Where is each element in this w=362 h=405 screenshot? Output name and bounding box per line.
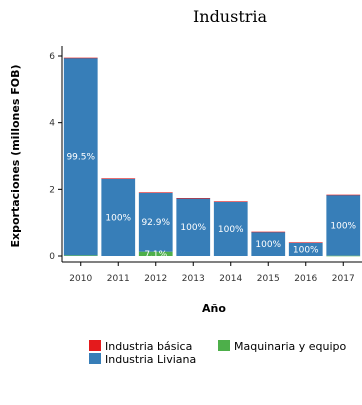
legend-label: Maquinaria y equipo bbox=[234, 340, 347, 353]
plot-area: 0 2 4 6 99.5% 2010 100% 2011 7.1% 92.9% 2012 100% 20… bbox=[49, 46, 362, 284]
bar-segment bbox=[213, 201, 248, 256]
bar-segment bbox=[251, 232, 286, 256]
bar-segment bbox=[288, 242, 323, 243]
bar-segment bbox=[63, 255, 98, 256]
legend-key bbox=[89, 353, 101, 364]
x-tick-label: 2011 bbox=[107, 274, 130, 284]
y-tick-label: 6 bbox=[49, 52, 55, 62]
x-tick-label: 2014 bbox=[219, 274, 242, 284]
bar-segment bbox=[138, 251, 173, 256]
x-axis-title: Año bbox=[202, 302, 226, 315]
bar-segment bbox=[63, 58, 98, 256]
x-tick-label: 2013 bbox=[182, 274, 205, 284]
x-tick-label: 2015 bbox=[257, 274, 280, 284]
y-tick-label: 4 bbox=[49, 119, 55, 129]
bar-segment bbox=[138, 192, 173, 193]
bar-label: 7.1% bbox=[144, 250, 167, 260]
bar-segment bbox=[251, 231, 286, 233]
bar-label: 99.5% bbox=[66, 153, 95, 163]
x-tick-label: 2012 bbox=[144, 274, 167, 284]
x-tick-label: 2010 bbox=[69, 274, 92, 284]
bar-segment bbox=[176, 198, 211, 256]
bar-segment bbox=[101, 178, 136, 256]
bar-label: 100% bbox=[293, 245, 319, 255]
bar-segment bbox=[63, 57, 98, 59]
chart-title: Industria bbox=[193, 7, 268, 26]
bar-label: 100% bbox=[255, 240, 281, 250]
x-tick-label: 2017 bbox=[332, 274, 355, 284]
bar-segment bbox=[138, 192, 173, 252]
bar-label: 100% bbox=[330, 221, 356, 231]
bar-segment bbox=[101, 178, 136, 179]
bar-label: 100% bbox=[105, 213, 131, 223]
legend-key bbox=[218, 340, 230, 351]
bar-label: 92.9% bbox=[141, 218, 170, 228]
bar-segment bbox=[288, 242, 323, 256]
bar-segment bbox=[176, 198, 211, 199]
bar-segment bbox=[326, 195, 361, 256]
x-tick-label: 2016 bbox=[294, 274, 317, 284]
bar-label: 100% bbox=[218, 225, 244, 235]
bar-segment bbox=[213, 201, 248, 202]
legend-label: Industria básica bbox=[105, 340, 192, 353]
y-tick-label: 0 bbox=[49, 252, 55, 262]
legend: Industria básica Maquinaria y equipo Indus… bbox=[89, 340, 347, 366]
y-axis-title: Exportaciones (millones FOB) bbox=[9, 65, 22, 248]
y-tick-label: 2 bbox=[49, 185, 55, 195]
legend-key bbox=[89, 340, 101, 351]
legend-label: Industria Liviana bbox=[105, 353, 196, 366]
bar-segment bbox=[326, 194, 361, 196]
bar-segment bbox=[326, 255, 361, 257]
bar-label: 100% bbox=[180, 223, 206, 233]
